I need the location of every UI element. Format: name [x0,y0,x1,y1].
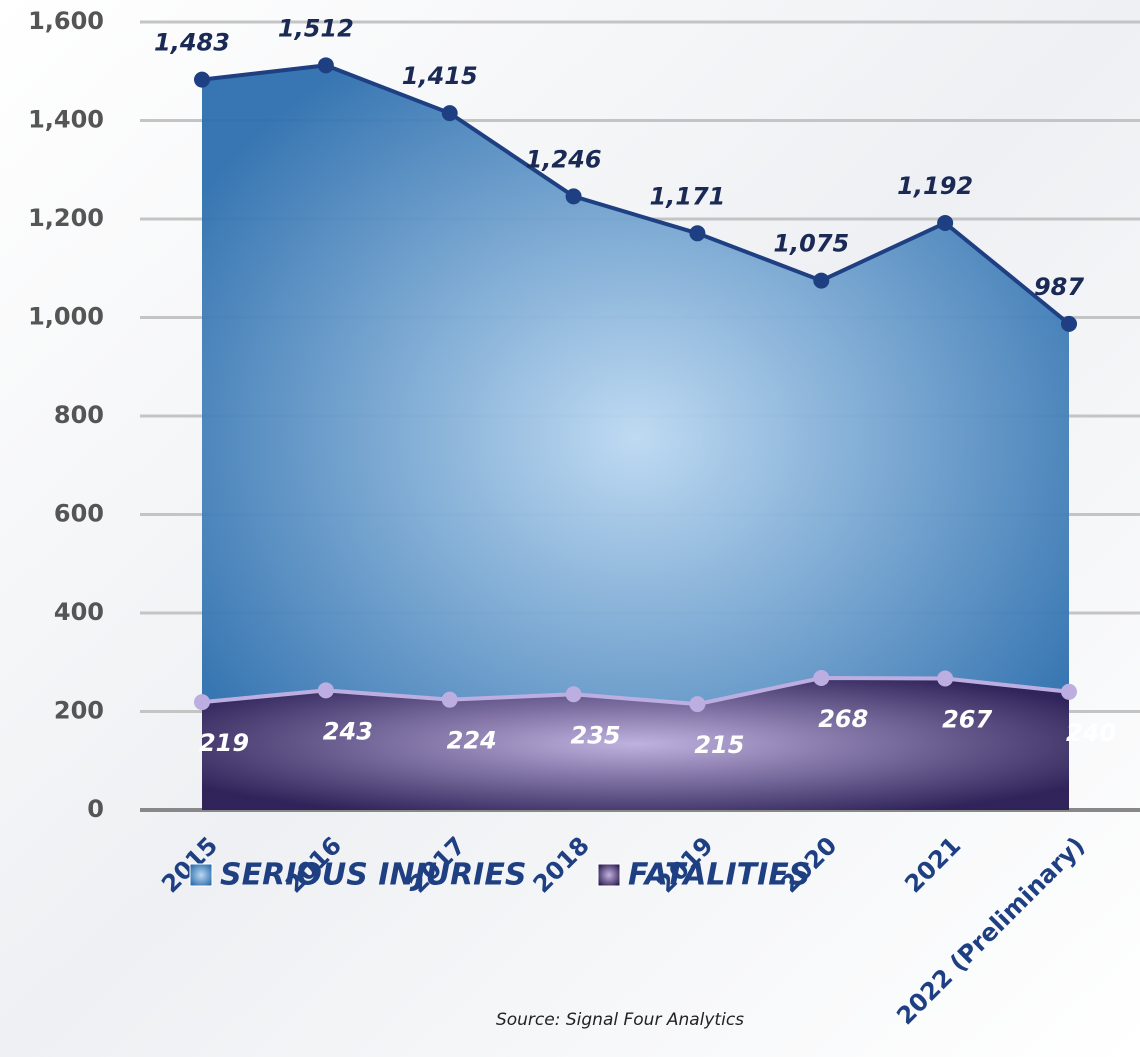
data-label: 268 [818,705,868,733]
point [442,105,458,121]
data-label: 224 [447,727,497,755]
point [1061,316,1077,332]
point [566,188,582,204]
y-tick-label: 400 [54,598,104,626]
point [318,682,334,698]
y-tick-label: 600 [54,500,104,528]
data-label: 1,246 [526,145,602,173]
data-label: 235 [571,721,621,749]
data-label: 1,512 [278,14,354,42]
y-tick-label: 1,200 [28,204,104,232]
legend-swatch [598,864,620,886]
data-label: 1,415 [402,62,478,90]
data-label: 1,075 [773,230,849,258]
point [813,273,829,289]
y-tick-label: 1,600 [28,7,104,35]
point [566,686,582,702]
point [194,694,210,710]
y-tick-label: 800 [54,401,104,429]
legend-label: SERIOUS INJURIES [220,858,526,893]
data-label: 1,171 [649,182,725,210]
point [689,696,705,712]
legend-label: FATALITIES [628,858,810,893]
legend-swatch [190,864,212,886]
y-tick-label: 1,400 [28,106,104,134]
data-label: 1,192 [897,172,973,200]
page: Source: Signal Four Analytics 0 200 400 600… [0,0,1140,1057]
point [813,670,829,686]
point [194,72,210,88]
data-label: 240 [1066,719,1116,747]
source: Source: Signal Four Analytics [496,1010,744,1030]
data-label: 987 [1034,273,1084,301]
chart: Source: Signal Four Analytics 0 200 400 600… [0,0,1140,1057]
point [1061,684,1077,700]
data-label: 267 [942,706,992,734]
point [937,671,953,687]
y-tick-label: 200 [54,697,104,725]
point [318,57,334,73]
y-tick-label: 0 [87,795,104,823]
point [689,225,705,241]
data-label: 215 [694,731,744,759]
point [442,692,458,708]
data-label: 243 [323,717,373,745]
data-label: 219 [199,729,249,757]
y-tick-label: 1,000 [28,303,104,331]
data-label: 1,483 [154,29,230,57]
point [937,215,953,231]
